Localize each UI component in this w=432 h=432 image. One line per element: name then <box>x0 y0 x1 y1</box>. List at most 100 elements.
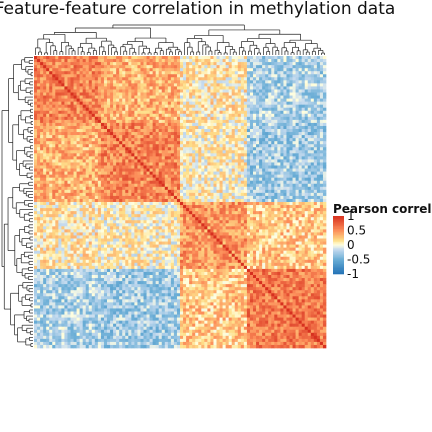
heatmap-cell <box>100 165 105 169</box>
heatmap-cell <box>116 83 120 87</box>
heatmap-cell <box>52 59 56 63</box>
heatmap-cell <box>240 192 245 197</box>
heatmap-cell <box>116 183 120 188</box>
heatmap-cell <box>55 68 59 72</box>
heatmap-cell <box>310 150 315 154</box>
heatmap-cell <box>170 113 175 118</box>
heatmap-cell <box>34 77 38 81</box>
heatmap-cell <box>100 68 105 72</box>
heatmap-cell <box>103 147 108 151</box>
heatmap-cell <box>49 71 53 75</box>
heatmap-cell <box>137 147 141 151</box>
heatmap-cell <box>64 162 68 166</box>
heatmap-cell <box>46 89 50 93</box>
heatmap-cell <box>143 59 147 63</box>
heatmap-cell <box>313 98 318 102</box>
heatmap-cell <box>249 89 254 93</box>
heatmap-cell <box>310 138 315 142</box>
heatmap-cell <box>316 129 321 133</box>
heatmap-cell <box>310 165 315 169</box>
heatmap-cell <box>70 180 74 185</box>
heatmap-cell <box>97 192 102 197</box>
heatmap-cell <box>146 132 150 136</box>
heatmap-cell <box>301 104 306 109</box>
heatmap-cell <box>216 107 220 112</box>
heatmap-cell <box>137 62 141 66</box>
heatmap-cell <box>256 71 260 75</box>
heatmap-cell <box>316 65 321 69</box>
heatmap-cell <box>243 95 248 99</box>
heatmap-cell <box>125 116 129 121</box>
heatmap-cell <box>210 159 214 163</box>
heatmap-cell <box>207 135 211 139</box>
heatmap-cell <box>304 92 309 96</box>
heatmap-cell <box>107 135 111 139</box>
heatmap-cell <box>149 168 153 172</box>
heatmap-cell <box>55 162 59 166</box>
heatmap-cell <box>310 162 315 166</box>
heatmap-cell <box>283 171 287 175</box>
heatmap-cell <box>283 89 287 93</box>
heatmap-cell <box>70 74 74 78</box>
heatmap-cell <box>73 62 77 66</box>
heatmap-cell <box>88 83 93 87</box>
heatmap-cell <box>67 183 71 188</box>
heatmap-cell <box>107 150 111 154</box>
heatmap-cell <box>110 62 114 66</box>
heatmap-cell <box>122 186 126 191</box>
heatmap-cell <box>289 86 293 90</box>
heatmap-cell <box>55 83 59 87</box>
heatmap-cell <box>67 122 71 127</box>
heatmap-cell <box>274 138 278 142</box>
heatmap-cell <box>110 132 114 136</box>
heatmap-cell <box>265 65 269 69</box>
heatmap-cell <box>237 183 242 188</box>
heatmap-cell <box>322 104 327 109</box>
heatmap-cell <box>207 59 211 63</box>
heatmap-cell <box>107 65 111 69</box>
heatmap-cell <box>122 92 126 96</box>
heatmap-cell <box>316 171 321 175</box>
heatmap-cell <box>128 147 132 151</box>
heatmap-cell <box>249 107 254 112</box>
heatmap-cell <box>58 56 62 60</box>
heatmap-cell <box>295 144 299 148</box>
heatmap-cell <box>322 168 327 172</box>
heatmap-cell <box>61 83 65 87</box>
heatmap-cell <box>180 141 184 145</box>
heatmap-cell <box>234 156 239 160</box>
heatmap-cell <box>262 89 266 93</box>
heatmap-cell <box>180 156 184 160</box>
heatmap-cell <box>213 107 217 112</box>
heatmap-cell <box>286 86 290 90</box>
heatmap-cell <box>201 95 205 99</box>
heatmap-cell <box>259 74 263 78</box>
heatmap-cell <box>125 74 129 78</box>
heatmap-cell <box>79 86 84 90</box>
heatmap-cell <box>319 86 324 90</box>
heatmap-cell <box>128 113 132 118</box>
heatmap-cell <box>231 113 236 118</box>
heatmap-cell <box>161 162 166 166</box>
heatmap-cell <box>137 95 141 99</box>
heatmap-cell <box>262 56 266 60</box>
heatmap-cell <box>149 80 153 84</box>
heatmap-cell <box>152 174 157 179</box>
heatmap-cell <box>304 74 309 78</box>
heatmap-cell <box>292 122 296 127</box>
heatmap-cell <box>76 89 80 93</box>
heatmap-cell <box>183 98 187 102</box>
heatmap-cell <box>319 98 324 102</box>
heatmap-cell <box>167 135 172 139</box>
heatmap-cell <box>64 104 68 109</box>
heatmap-cell <box>49 113 53 118</box>
heatmap-cell <box>216 95 220 99</box>
heatmap-cell <box>298 74 303 78</box>
heatmap-cell <box>316 110 321 115</box>
heatmap-cell <box>170 56 175 60</box>
heatmap-cell <box>64 86 68 90</box>
heatmap-cell <box>113 98 117 102</box>
heatmap-cell <box>79 132 84 136</box>
heatmap-cell <box>274 141 278 145</box>
heatmap-cell <box>256 144 260 148</box>
